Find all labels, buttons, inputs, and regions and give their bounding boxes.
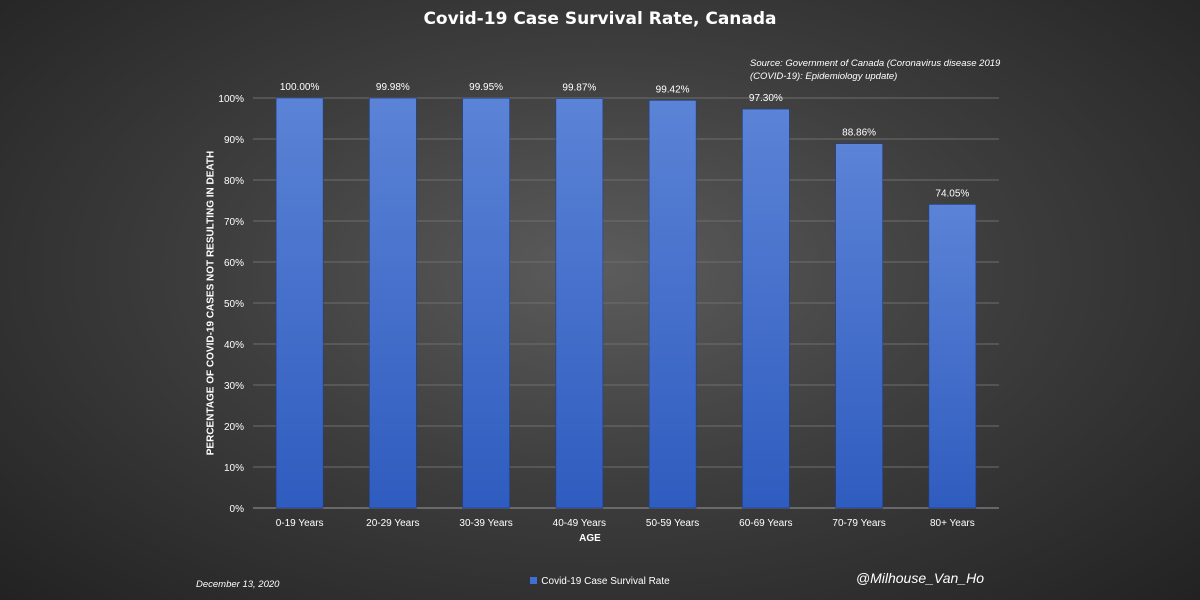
- bar: [742, 108, 790, 509]
- bar: [648, 100, 697, 509]
- bar: [462, 97, 510, 509]
- x-tick-label: 30-39 Years: [459, 518, 512, 529]
- bar: [835, 143, 883, 509]
- x-tick-label: 20-29 Years: [366, 518, 419, 529]
- x-tick-label: 80+ Years: [930, 518, 975, 529]
- x-tick-label: 70-79 Years: [832, 518, 885, 529]
- y-tick-label: 30%: [224, 381, 244, 392]
- legend: Covid-19 Case Survival Rate: [0, 576, 1200, 587]
- bar: [928, 204, 977, 509]
- chart-source-note: Source: Government of Canada (Coronaviru…: [750, 58, 1001, 82]
- bar-series: [275, 97, 977, 509]
- data-labels: 100.00% 99.98% 99.95% 99.87% 99.42% 97.30% 88.…: [280, 82, 970, 199]
- y-tick-label: 70%: [224, 217, 244, 228]
- data-label: 100.00%: [280, 82, 320, 93]
- date-note: December 13, 2020: [196, 579, 280, 590]
- x-tick-label: 60-69 Years: [739, 518, 792, 529]
- author-handle: @Milhouse_Van_Ho: [855, 570, 984, 586]
- y-tick-label: 40%: [224, 340, 244, 351]
- x-axis-label: AGE: [579, 533, 601, 544]
- y-tick-label: 60%: [224, 258, 244, 269]
- data-label: 99.98%: [376, 82, 410, 93]
- data-label: 74.05%: [935, 188, 969, 199]
- y-tick-label: 90%: [224, 135, 244, 146]
- x-tick-label: 0-19 Years: [276, 518, 324, 529]
- x-tick-label: 50-59 Years: [646, 518, 699, 529]
- y-tick-label: 50%: [224, 299, 244, 310]
- x-axis-ticks: 0-19 Years 20-29 Years 30-39 Years 40-49 Ye…: [276, 518, 975, 529]
- bar: [555, 98, 604, 509]
- legend-swatch: [530, 577, 538, 584]
- y-tick-label: 0%: [230, 504, 245, 515]
- x-tick-label: 40-49 Years: [553, 518, 606, 529]
- data-label: 99.95%: [469, 82, 503, 93]
- y-tick-label: 10%: [224, 463, 244, 474]
- chart-title: Covid-19 Case Survival Rate, Canada: [423, 9, 777, 29]
- grid-lines: [253, 97, 999, 509]
- y-tick-label: 100%: [218, 94, 244, 105]
- data-label: 99.87%: [562, 83, 596, 94]
- legend-label: Covid-19 Case Survival Rate: [541, 576, 670, 587]
- bar: [275, 97, 324, 509]
- data-label: 99.42%: [656, 84, 690, 95]
- y-axis-ticks: 0% 10% 20% 30% 40% 50% 60% 70% 80% 90% 100%: [218, 94, 244, 515]
- data-label: 88.86%: [842, 128, 876, 139]
- data-label: 97.30%: [749, 93, 783, 104]
- y-tick-label: 20%: [224, 422, 244, 433]
- bar: [369, 97, 417, 509]
- y-tick-label: 80%: [224, 176, 244, 187]
